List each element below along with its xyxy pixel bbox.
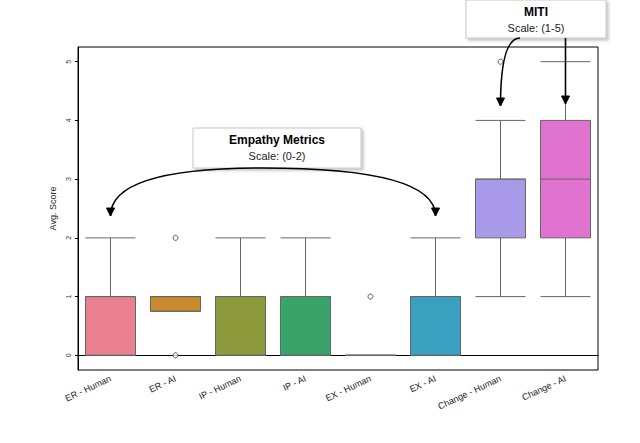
svg-text:Avg. Score: Avg. Score xyxy=(48,187,58,231)
svg-text:Empathy Metrics: Empathy Metrics xyxy=(229,133,325,147)
svg-text:0: 0 xyxy=(65,353,72,357)
svg-text:MITI: MITI xyxy=(524,5,548,19)
svg-text:3: 3 xyxy=(65,177,72,181)
svg-text:5: 5 xyxy=(65,60,72,64)
svg-text:IP - Human: IP - Human xyxy=(197,373,242,401)
svg-text:EX - Human: EX - Human xyxy=(324,373,373,403)
svg-text:Change - AI: Change - AI xyxy=(520,373,567,402)
svg-text:IP - AI: IP - AI xyxy=(281,373,307,392)
svg-text:ER - Human: ER - Human xyxy=(64,373,113,403)
svg-text:1: 1 xyxy=(65,295,72,299)
svg-text:Scale: (0-2): Scale: (0-2) xyxy=(249,150,306,162)
svg-text:Change - Human: Change - Human xyxy=(436,373,502,411)
svg-text:4: 4 xyxy=(65,118,72,122)
svg-text:2: 2 xyxy=(65,236,72,240)
svg-text:ER - AI: ER - AI xyxy=(148,373,178,394)
svg-text:EX - AI: EX - AI xyxy=(408,373,438,394)
svg-text:Scale: (1-5): Scale: (1-5) xyxy=(508,22,565,34)
